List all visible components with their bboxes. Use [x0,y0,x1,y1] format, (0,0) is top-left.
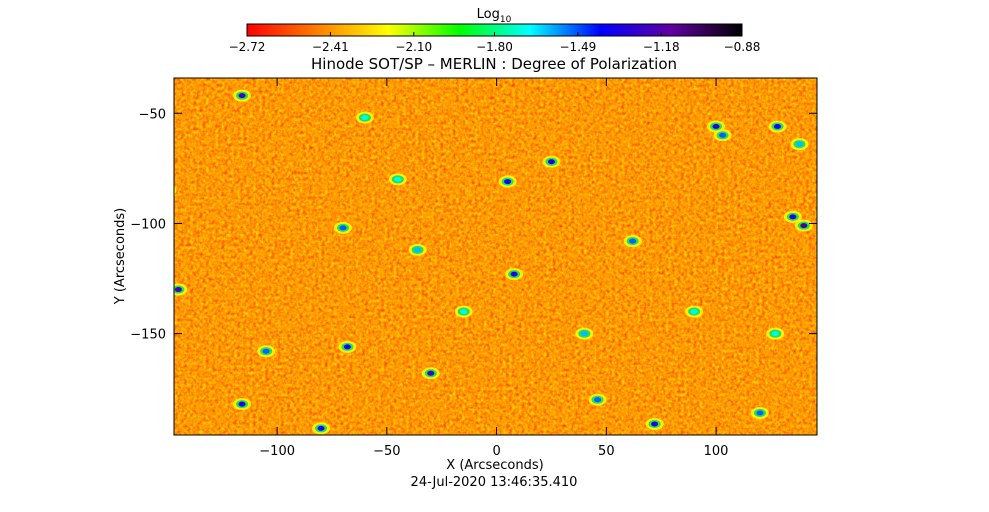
feature-core [580,331,588,337]
feature-core [651,421,659,427]
colorbar-tick-label: −2.72 [229,40,266,54]
plot-area [161,77,818,436]
x-axis-label: X (Arcseconds) [446,458,543,473]
colorbar-tick-label: −0.88 [724,40,761,54]
feature-ring [161,186,173,194]
x-tick-label: −100 [259,444,295,459]
y-tick-label: −100 [130,217,166,232]
y-axis-label: Y (Arcseconds) [113,208,128,305]
chart-title: Hinode SOT/SP – MERLIN : Degree of Polar… [311,55,677,73]
feature-core [719,132,727,138]
x-tick-label: 0 [492,444,500,459]
y-axis: −50 −100 −150 [130,107,817,343]
feature-core [510,271,518,277]
feature-core [427,370,435,376]
y-tick-label: −150 [130,328,166,343]
heatmap-features [161,89,813,435]
feature-core [795,141,803,147]
x-tick-label: 100 [704,444,729,459]
x-tick-label: −50 [373,444,400,459]
feature-halo [174,186,177,195]
y-tick-label: −50 [139,107,166,122]
colorbar-ticks: −2.72 −2.41 −2.10 −1.80 −1.49 −1.18 −0.88 [229,32,761,54]
feature-core [594,397,602,403]
feature-core [262,348,270,354]
feature-core [414,247,422,253]
feature-core [317,425,325,431]
colorbar-title: Log10 [477,7,512,25]
feature-core [339,225,347,231]
x-axis: −100 −50 0 50 100 [259,78,728,459]
timestamp: 24-Jul-2020 13:46:35.410 [411,475,578,490]
colorbar-tick-label: −2.10 [395,40,432,54]
feature-core [174,287,182,293]
feature-core [712,123,720,129]
feature-core [343,344,351,350]
feature-core [504,179,512,185]
feature-core [771,331,779,337]
feature-core [164,188,171,193]
feature-core [756,410,764,416]
feature-core [690,309,698,315]
feature-core [238,93,246,99]
feature-core [800,223,808,229]
colorbar: Log10 −2.72 −2.41 −2.10 −1.80 −1.49 −1.18 −0.8… [229,7,761,54]
colorbar-tick-label: −1.18 [643,40,680,54]
x-tick-label: 50 [598,444,615,459]
heatmap-texture [174,78,817,435]
feature-core [773,123,781,129]
feature-core [547,159,555,165]
feature-core [460,309,468,315]
feature-core [238,401,246,407]
feature-core [789,214,797,220]
colorbar-tick-label: −1.80 [476,40,513,54]
feature-core [361,115,369,121]
plot-frame [173,77,818,436]
feature-core [394,176,402,182]
colorbar-tick-label: −1.49 [560,40,597,54]
feature-core [629,238,637,244]
colorbar-tick-label: −2.41 [312,40,349,54]
